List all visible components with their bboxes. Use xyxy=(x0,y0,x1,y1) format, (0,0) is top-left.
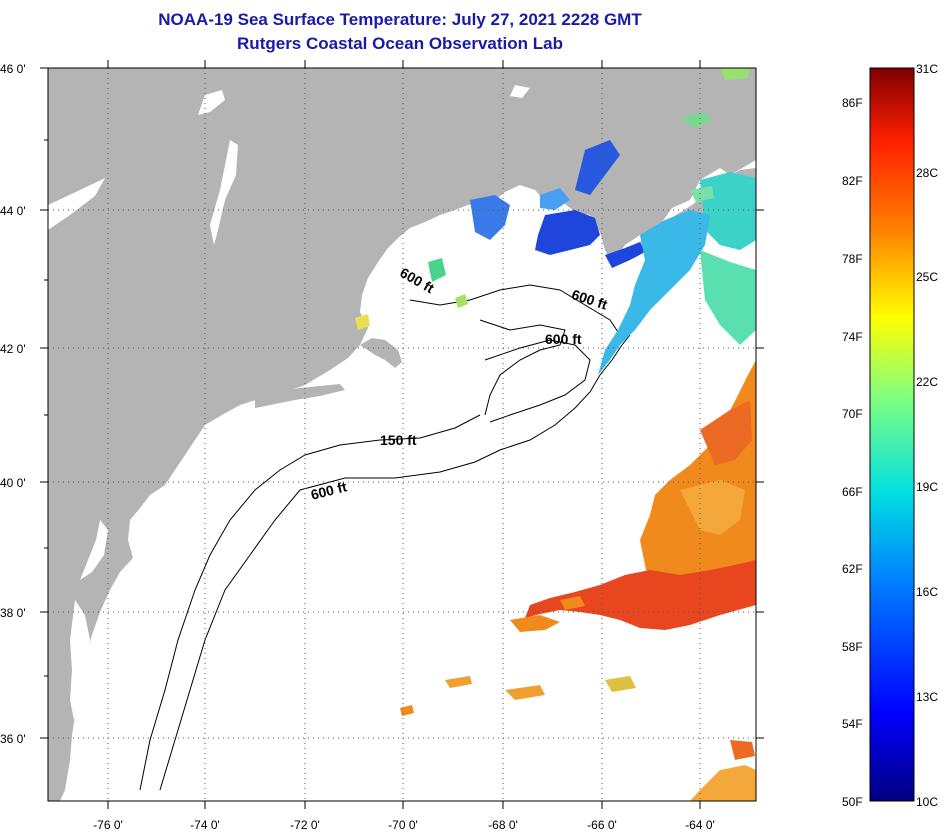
colorbar-label-f: 66F xyxy=(842,485,863,499)
land-mainland xyxy=(48,68,756,801)
lon-label: -72 0' xyxy=(290,818,320,832)
sst-cool-patches xyxy=(598,172,756,375)
colorbar-label-c: 16C xyxy=(916,585,939,599)
map-subtitle: Rutgers Coastal Ocean Observation Lab xyxy=(237,34,563,53)
colorbar-label-c: 31C xyxy=(916,62,939,76)
contour-150ft xyxy=(139,414,481,791)
contour-georges xyxy=(484,339,591,423)
contour-600ft xyxy=(159,334,631,791)
lake-2 xyxy=(210,140,238,245)
lat-label: 38 0' xyxy=(0,606,26,620)
colorbar-label-f: 86F xyxy=(842,96,863,110)
lat-label: 46 0' xyxy=(0,62,26,76)
colorbar-label-f: 58F xyxy=(842,640,863,654)
land-long-island xyxy=(255,384,345,408)
colorbar xyxy=(869,67,915,802)
colorbar-label-f: 74F xyxy=(842,330,863,344)
contour-label-600ft-c: 600 ft xyxy=(545,331,582,347)
gridlines xyxy=(48,68,756,801)
colorbar-label-f: 54F xyxy=(842,717,863,731)
colorbar-label-c: 25C xyxy=(916,270,939,284)
lon-label: -70 0' xyxy=(388,818,418,832)
lat-label: 42 0' xyxy=(0,342,26,356)
lon-label: -68 0' xyxy=(488,818,518,832)
lon-label: -66 0' xyxy=(587,818,617,832)
contour-gulf-maine xyxy=(409,284,621,416)
map-title: NOAA-19 Sea Surface Temperature: July 27… xyxy=(158,10,642,29)
lake-4 xyxy=(510,85,530,98)
lon-label: -74 0' xyxy=(190,818,220,832)
map-border xyxy=(47,67,757,802)
colorbar-label-f: 82F xyxy=(842,174,863,188)
colorbar-label-f: 70F xyxy=(842,407,863,421)
lon-label: -76 0' xyxy=(93,818,123,832)
land-cape-cod xyxy=(360,338,402,368)
colorbar-label-c: 13C xyxy=(916,690,939,704)
lon-label: -64 0' xyxy=(685,818,715,832)
lat-label: 44 0' xyxy=(0,204,26,218)
bay-delaware xyxy=(80,520,108,580)
colorbar-label-c: 22C xyxy=(916,375,939,389)
contour-label-150ft: 150 ft xyxy=(380,432,417,448)
colorbar-label-f: 62F xyxy=(842,562,863,576)
bay-chesapeake xyxy=(70,600,90,720)
colorbar-label-f: 50F xyxy=(842,795,863,809)
colorbar-label-c: 19C xyxy=(916,480,939,494)
lake-3 xyxy=(48,178,105,230)
colorbar-label-f: 78F xyxy=(842,252,863,266)
colorbar-label-c: 10C xyxy=(916,795,939,809)
lat-label: 40 0' xyxy=(0,476,26,490)
colorbar-label-c: 28C xyxy=(916,166,939,180)
axis-ticks xyxy=(40,60,764,809)
sst-cold-patches xyxy=(355,68,750,330)
lat-label: 36 0' xyxy=(0,732,26,746)
